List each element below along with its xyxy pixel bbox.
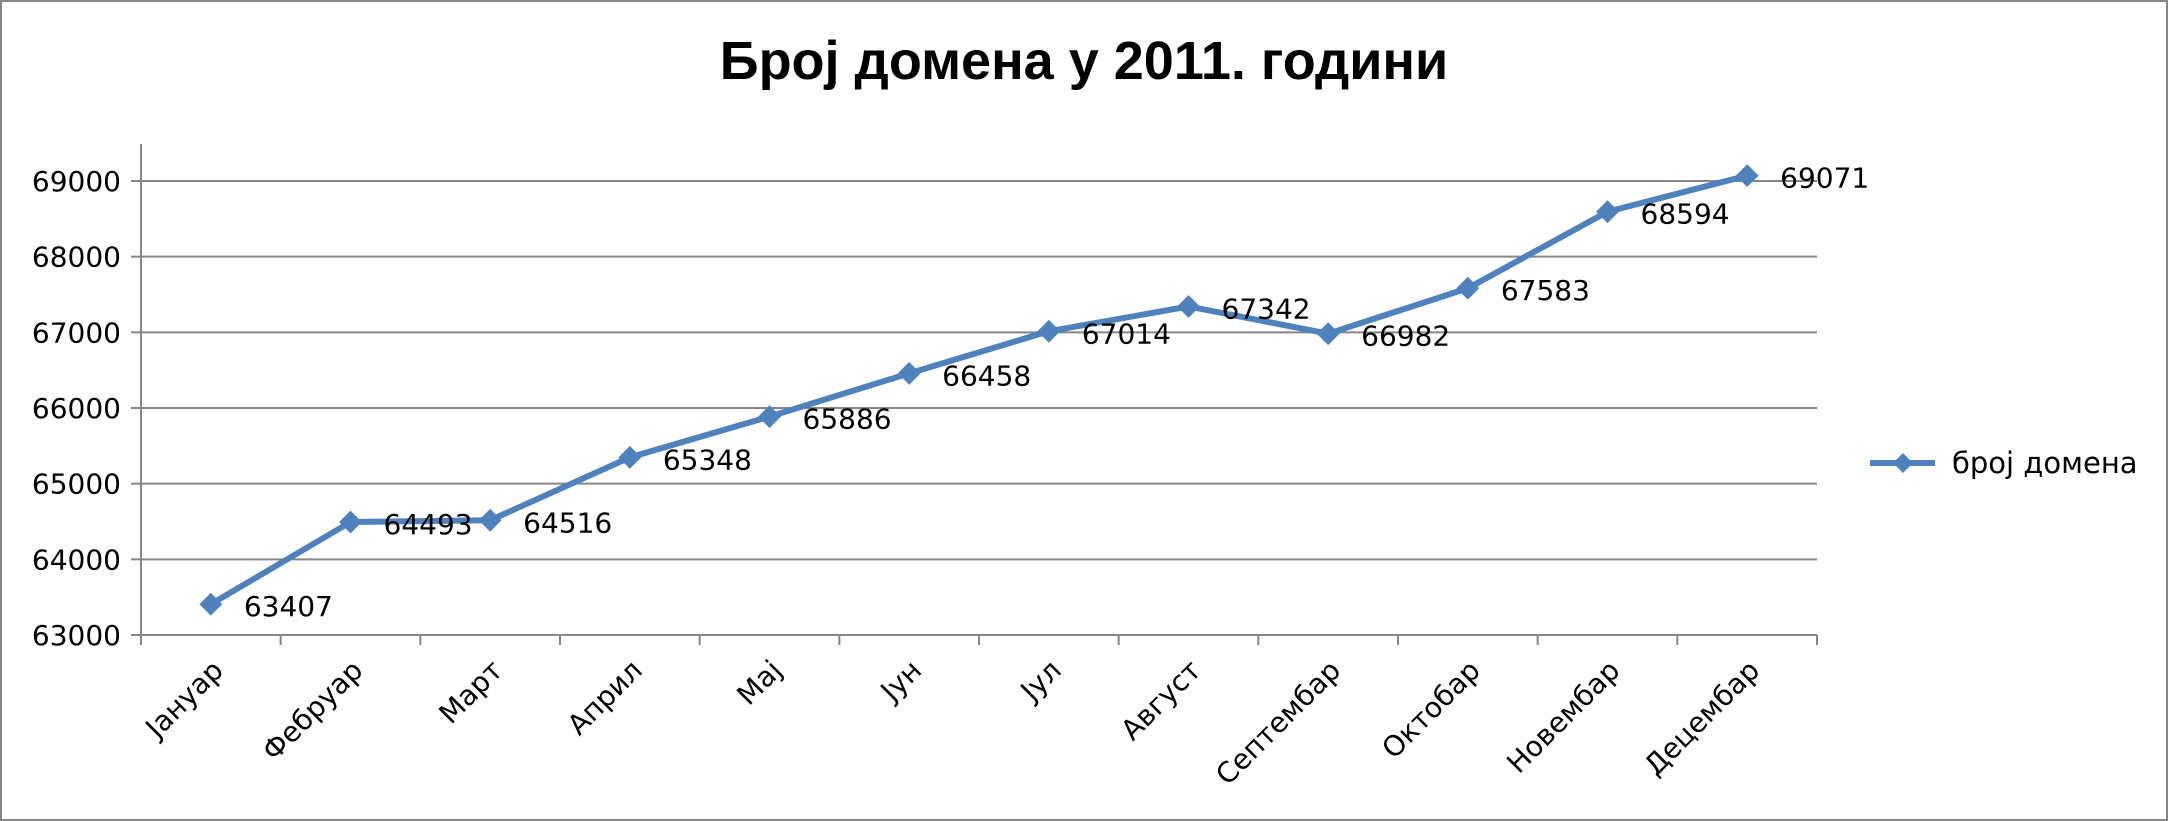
data-point-marker xyxy=(1735,164,1759,188)
data-label: 67342 xyxy=(1222,292,1311,325)
y-tick-label: 67000 xyxy=(32,316,121,349)
y-tick-label: 69000 xyxy=(32,165,121,198)
data-point-marker xyxy=(339,510,362,534)
data-point-marker xyxy=(199,592,223,616)
chart-title: Број домена у 2011. години xyxy=(719,31,1449,91)
data-label: 67014 xyxy=(1082,317,1171,350)
x-category-label: Јун xyxy=(873,654,928,709)
data-point-marker xyxy=(1037,319,1061,343)
x-category-label: Мај xyxy=(730,654,788,712)
x-category-label: Април xyxy=(561,654,649,742)
gridlines xyxy=(141,180,1817,561)
legend-label: број домена xyxy=(1952,446,2138,480)
data-labels: 63407 64493 64516 65348 65886 66458 67014 67342… xyxy=(244,162,1869,624)
data-point-marker xyxy=(478,508,502,532)
x-axis-categories: Јануар Фебруар Март Април Мај Јун Јул Август Сеп… xyxy=(138,635,1818,792)
y-tick-label: 68000 xyxy=(32,241,121,274)
x-category-label: Октобар xyxy=(1375,654,1486,765)
x-category-label: Новембар xyxy=(1500,654,1626,780)
data-label: 63407 xyxy=(244,590,333,623)
legend-marker xyxy=(1893,453,1913,473)
data-label: 66982 xyxy=(1361,320,1450,353)
x-category-label: Март xyxy=(432,654,509,731)
data-label: 65348 xyxy=(663,443,752,476)
x-category-label: Јануар xyxy=(138,654,230,746)
data-point-marker xyxy=(758,405,781,429)
data-point-marker xyxy=(1596,200,1619,224)
data-point-marker xyxy=(1456,276,1480,300)
y-axis-ticks: 63000 64000 65000 66000 67000 68000 69000 xyxy=(32,165,141,652)
series-broj-domena xyxy=(199,164,1759,616)
data-label: 69071 xyxy=(1780,162,1869,195)
data-point-marker xyxy=(1316,322,1340,346)
x-category-label: Фебруар xyxy=(256,654,370,768)
data-label: 64516 xyxy=(523,506,612,539)
data-label: 67583 xyxy=(1501,274,1590,307)
data-point-marker xyxy=(897,361,921,385)
data-point-marker xyxy=(618,445,642,469)
y-tick-label: 63000 xyxy=(32,619,121,652)
x-category-label: Септембар xyxy=(1209,654,1347,792)
x-category-label: Децембар xyxy=(1638,654,1766,782)
series-line xyxy=(209,172,1748,607)
y-tick-label: 64000 xyxy=(32,543,121,576)
legend: број домена xyxy=(1870,446,2138,480)
y-tick-label: 65000 xyxy=(32,468,121,501)
x-category-label: Август xyxy=(1114,654,1207,747)
data-label: 64493 xyxy=(384,508,473,541)
data-label: 66458 xyxy=(942,359,1031,392)
data-label: 68594 xyxy=(1641,198,1730,231)
y-tick-label: 66000 xyxy=(32,392,121,425)
x-category-label: Јул xyxy=(1013,654,1068,709)
data-point-marker xyxy=(1177,295,1200,318)
data-label: 65886 xyxy=(803,403,892,436)
